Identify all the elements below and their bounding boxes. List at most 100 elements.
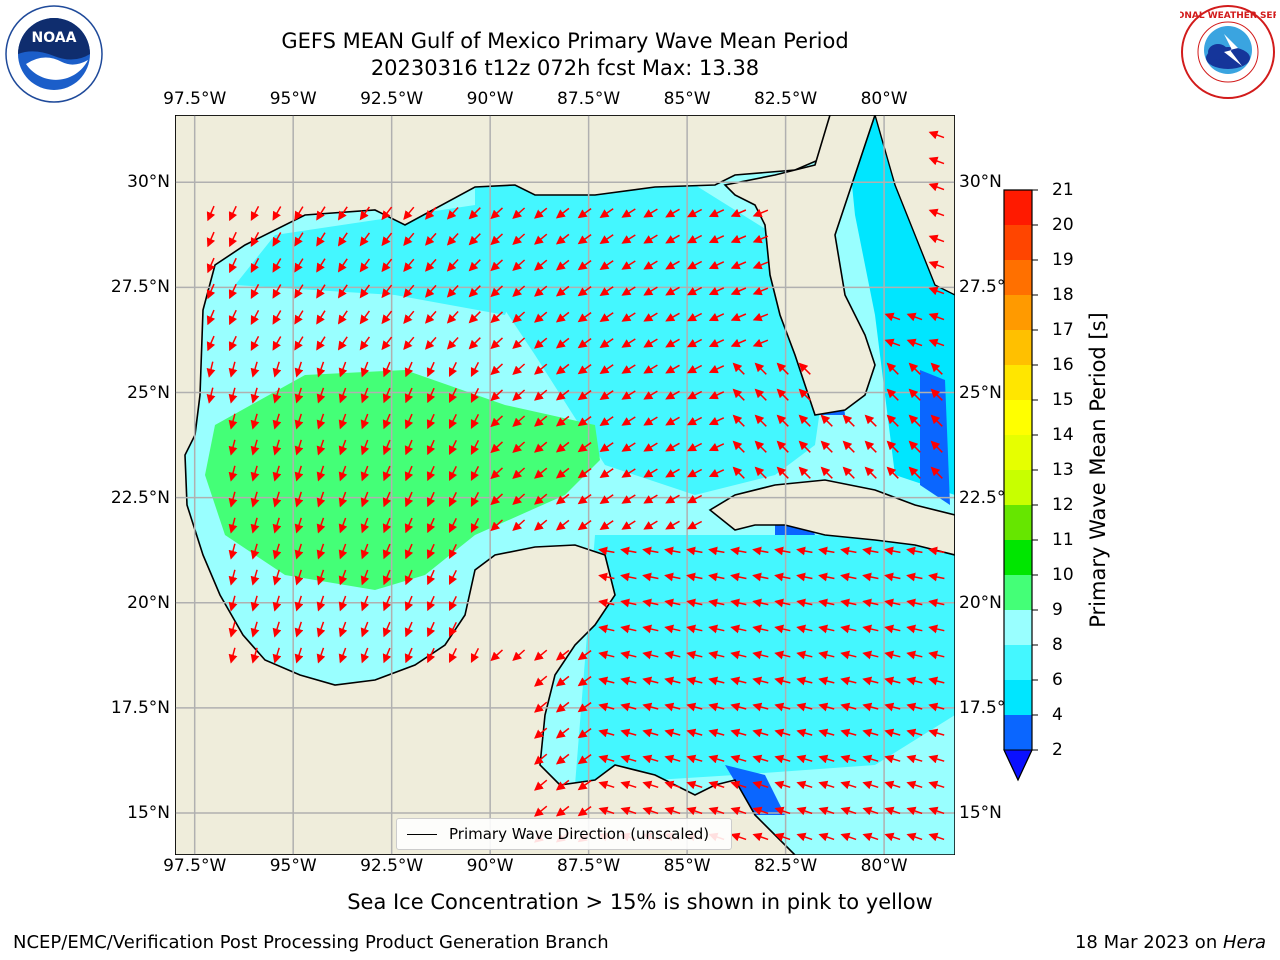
wave-arrow-374 (228, 543, 238, 560)
wave-arrow-494 (490, 649, 504, 662)
wave-arrow-118 (359, 310, 371, 325)
wave-arrow-506 (752, 650, 769, 660)
wave-arrow-291 (820, 440, 833, 453)
wave-arrow-83 (928, 260, 945, 270)
wave-arrow-556 (598, 728, 615, 738)
colorbar-segment-10 (1004, 365, 1032, 400)
wave-arrow-12 (403, 206, 415, 220)
wave-arrow-220 (643, 390, 658, 400)
wave-arrow-469 (664, 624, 681, 634)
wave-arrow-426 (906, 572, 923, 582)
wave-arrow-114 (272, 310, 282, 325)
wave-arrow-80 (708, 260, 725, 270)
wave-arrow-5 (250, 205, 260, 222)
wave-arrow-0 (928, 130, 945, 140)
colorbar-tick-16: 21 (1052, 180, 1074, 200)
colorbar-segment-5 (1004, 540, 1032, 575)
wave-arrow-352 (228, 517, 238, 534)
wave-arrow-48 (599, 234, 614, 245)
wave-arrow-72 (534, 259, 548, 271)
wave-arrow-39 (403, 232, 415, 246)
wave-arrow-89 (316, 284, 326, 299)
wave-arrow-639 (752, 832, 769, 842)
wave-arrow-509 (818, 650, 835, 660)
wave-arrow-484 (272, 647, 282, 664)
wave-arrow-128 (577, 311, 592, 323)
colorbar-segment-13 (1004, 260, 1032, 295)
wave-arrow-412 (598, 572, 615, 582)
wave-arrow-611 (555, 805, 570, 817)
wave-arrow-275 (470, 439, 480, 456)
wave-arrow-605 (840, 780, 857, 790)
wave-arrow-557 (620, 728, 637, 738)
wave-arrow-117 (337, 310, 348, 325)
wave-arrow-74 (577, 259, 592, 271)
wave-arrow-436 (404, 595, 414, 612)
wave-arrow-58 (228, 257, 238, 274)
wave-arrow-392 (752, 546, 769, 556)
wave-arrow-355 (294, 517, 304, 534)
wave-arrow-432 (316, 595, 326, 612)
wave-arrow-604 (818, 780, 835, 790)
wave-arrow-200 (206, 387, 216, 404)
wave-arrow-573 (555, 753, 570, 765)
wave-arrow-270 (360, 439, 370, 456)
wave-arrow-153 (490, 337, 504, 350)
lon-tick-top-1: 95°W (269, 89, 317, 109)
wave-arrow-216 (555, 389, 570, 401)
wave-arrow-621 (774, 806, 791, 816)
wave-arrow-297 (228, 465, 238, 482)
colorbar-tick-15: 20 (1052, 215, 1074, 235)
wave-arrow-94 (425, 284, 437, 298)
wave-arrow-111 (206, 309, 216, 326)
wave-arrow-22 (621, 208, 636, 218)
wave-arrow-470 (686, 624, 703, 634)
wave-arrow-418 (730, 572, 747, 582)
wave-arrow-468 (642, 624, 659, 634)
wave-arrow-446 (752, 598, 769, 608)
wave-arrow-371 (643, 520, 658, 530)
wave-arrow-491 (426, 647, 436, 664)
colorbar-segment-2 (1004, 645, 1032, 680)
wave-arrow-367 (555, 519, 570, 531)
wave-arrow-415 (664, 572, 681, 582)
wave-arrow-500 (620, 650, 637, 660)
wave-arrow-498 (577, 649, 592, 661)
wave-arrow-299 (272, 465, 282, 482)
wave-arrow-81 (730, 260, 747, 270)
wave-arrow-15 (468, 207, 481, 220)
wave-arrow-401 (228, 569, 238, 586)
wave-arrow-382 (404, 543, 414, 560)
wave-arrow-429 (250, 595, 260, 612)
wave-arrow-142 (250, 335, 260, 352)
wave-arrow-610 (534, 805, 548, 817)
wave-arrow-124 (490, 311, 504, 324)
wave-period-map (175, 115, 955, 855)
wave-arrow-550 (884, 702, 901, 712)
wave-arrow-540 (664, 702, 681, 712)
wave-arrow-213 (490, 389, 504, 402)
wave-arrow-308 (470, 465, 480, 482)
wave-arrow-350 (665, 494, 680, 504)
lon-tick-bottom-4: 87.5°W (557, 856, 621, 876)
wave-arrow-569 (884, 728, 901, 738)
wave-arrow-20 (577, 207, 592, 219)
wave-arrow-279 (555, 441, 570, 453)
wave-arrow-28 (752, 208, 769, 218)
wave-arrow-515 (534, 675, 548, 687)
wave-arrow-363 (470, 517, 480, 534)
colorbar-segment-11 (1004, 330, 1032, 365)
colorbar-tick-9: 14 (1052, 425, 1074, 445)
colorbar-frame (1003, 189, 1033, 782)
wave-arrow-524 (730, 676, 747, 686)
wave-arrow-598 (686, 780, 703, 790)
wave-arrow-196 (798, 362, 811, 375)
wave-arrow-141 (228, 335, 238, 352)
wave-arrow-425 (884, 572, 901, 582)
wave-arrow-133 (686, 312, 703, 322)
wave-arrow-125 (512, 311, 526, 323)
wave-arrow-174 (316, 361, 326, 378)
footer-date-text: 18 Mar 2023 on (1074, 932, 1223, 953)
wave-arrow-431 (294, 595, 304, 612)
wave-arrow-549 (862, 702, 879, 712)
